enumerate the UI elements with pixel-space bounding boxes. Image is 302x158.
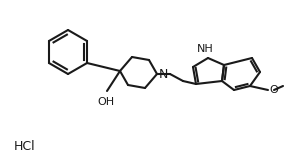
Text: NH: NH — [197, 44, 214, 54]
Text: O: O — [269, 85, 278, 95]
Text: OH: OH — [98, 97, 114, 107]
Text: HCl: HCl — [14, 140, 36, 152]
Text: N: N — [159, 67, 169, 80]
